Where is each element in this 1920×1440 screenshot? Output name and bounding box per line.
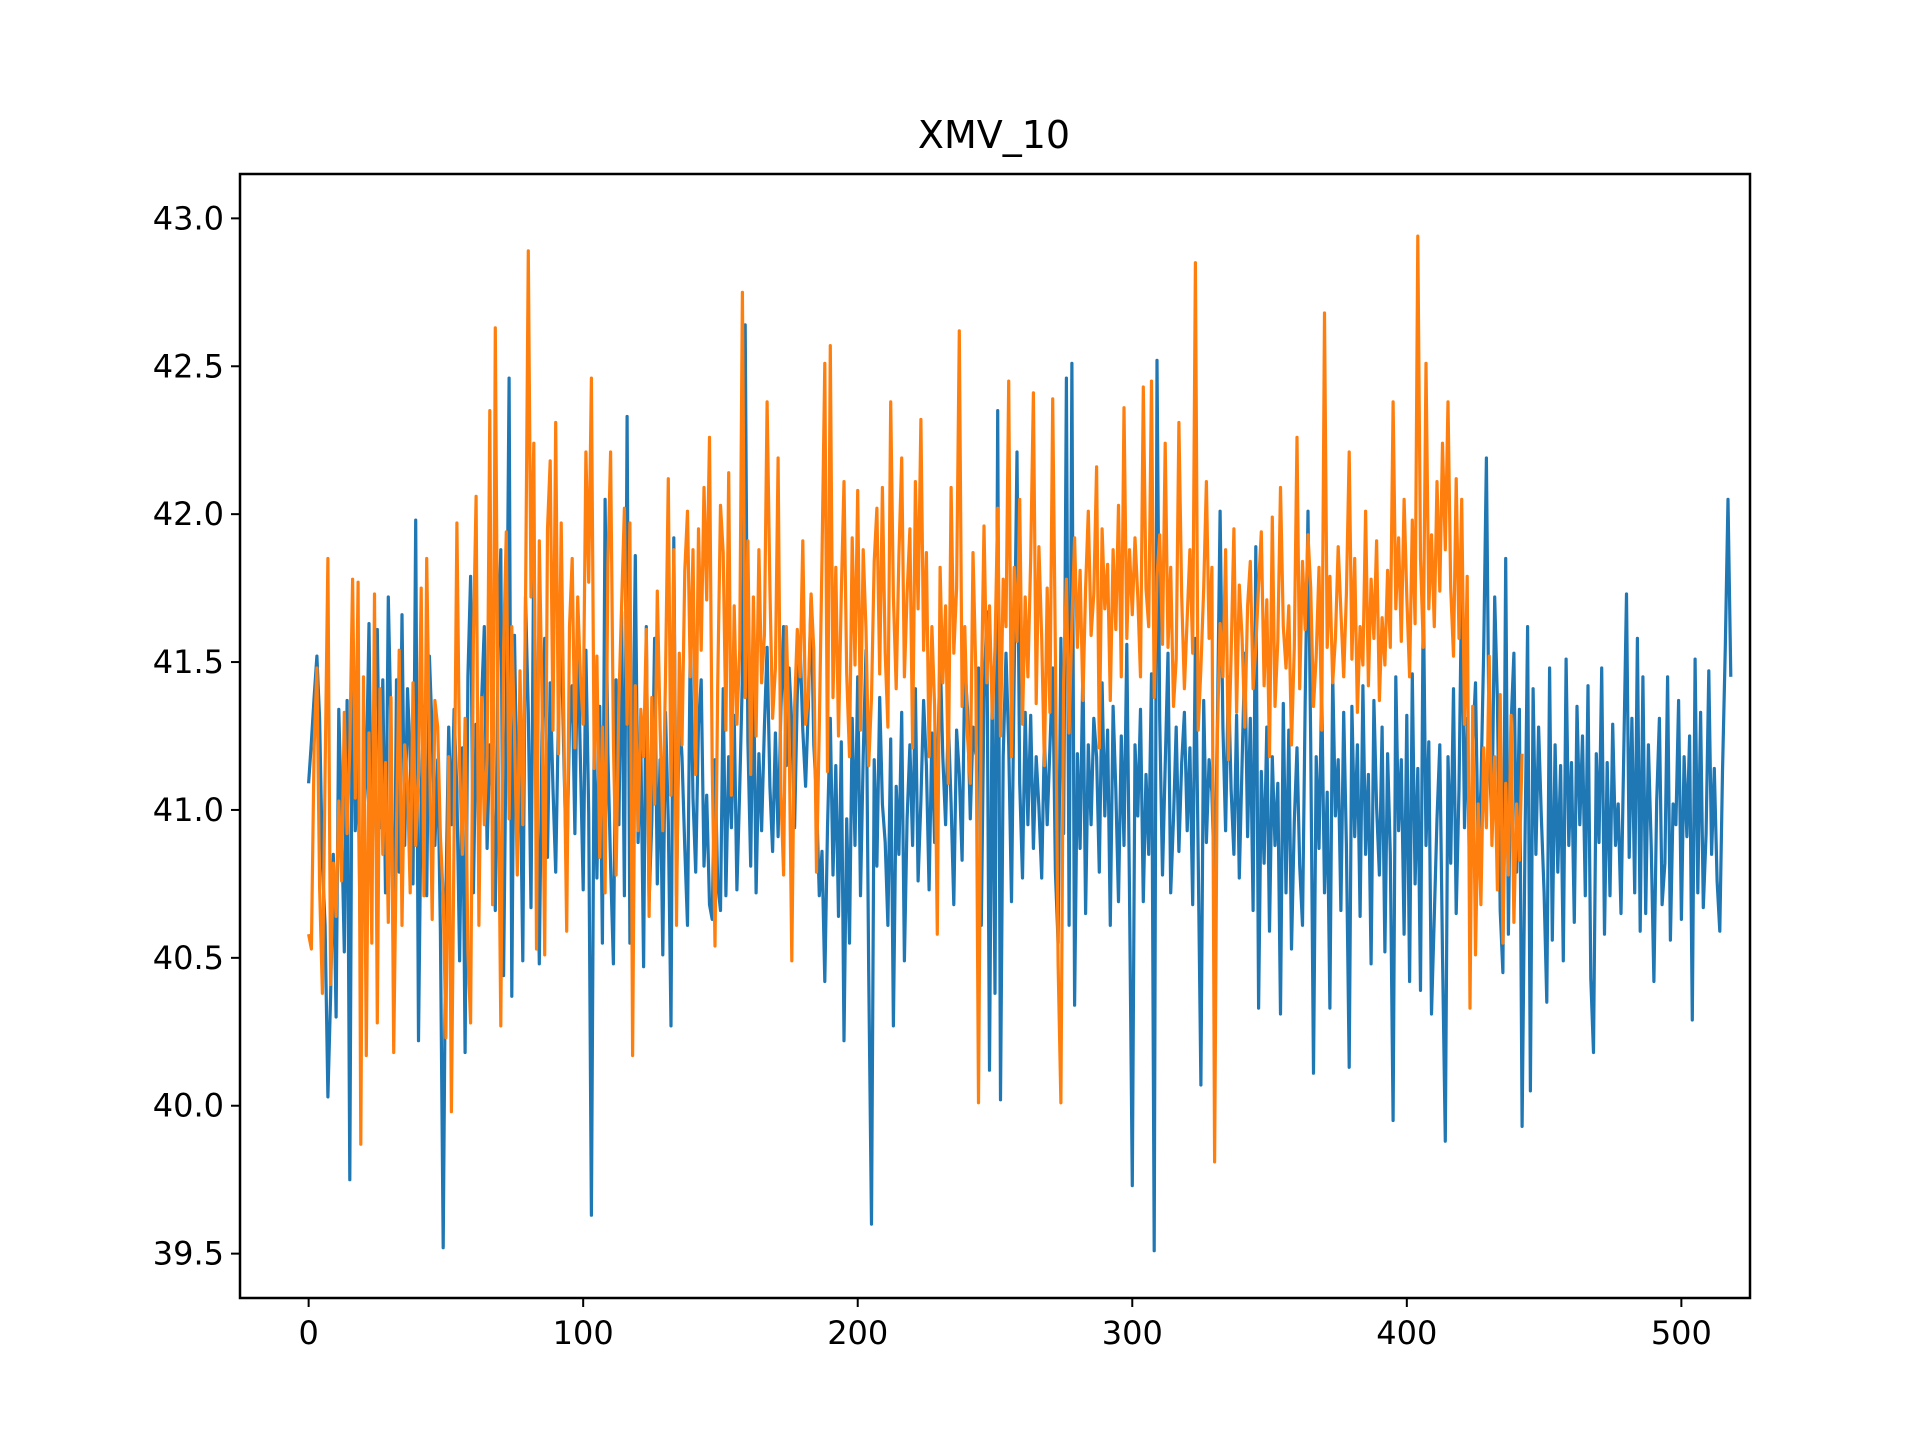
x-tick-label: 400 <box>1376 1314 1437 1352</box>
x-tick-label: 100 <box>553 1314 614 1352</box>
series-line-2 <box>307 234 1524 1164</box>
y-axis: 39.5 40.0 40.5 41.0 41.5 42.0 42.5 43.0 <box>153 199 240 1273</box>
y-tick-label: 40.0 <box>153 1087 224 1125</box>
x-tick-label: 500 <box>1651 1314 1712 1352</box>
y-tick-label: 39.5 <box>153 1235 224 1273</box>
x-tick-label: 200 <box>827 1314 888 1352</box>
y-tick-label: 42.0 <box>153 495 224 533</box>
chart-title: XMV_10 <box>918 113 1070 157</box>
y-tick-label: 40.5 <box>153 939 224 977</box>
plot-frame <box>238 172 1752 1300</box>
series-layer <box>307 234 1733 1253</box>
y-tick-label: 42.5 <box>153 347 224 385</box>
y-tick-label: 43.0 <box>153 199 224 237</box>
y-tick-label: 41.5 <box>153 643 224 681</box>
x-tick-label: 0 <box>298 1314 318 1352</box>
x-axis: 0 100 200 300 400 500 <box>298 1298 1712 1352</box>
y-tick-label: 41.0 <box>153 791 224 829</box>
x-tick-label: 300 <box>1102 1314 1163 1352</box>
